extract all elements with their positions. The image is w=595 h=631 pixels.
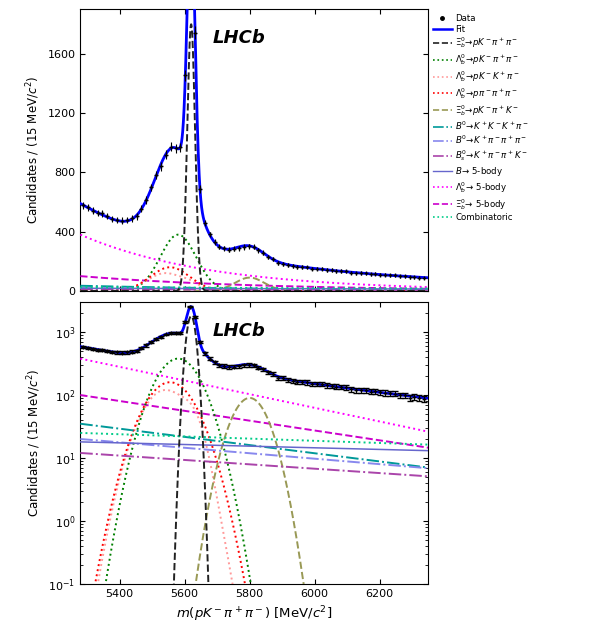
Y-axis label: Candidates / (15 MeV/$c^{2}$): Candidates / (15 MeV/$c^{2}$) [26, 369, 43, 517]
X-axis label: $m(pK^-\pi^+\pi^-)\ \mathrm{[MeV}/c^2\mathrm{]}$: $m(pK^-\pi^+\pi^-)\ \mathrm{[MeV}/c^2\ma… [176, 604, 333, 623]
Text: LHCb: LHCb [212, 29, 265, 47]
Y-axis label: Candidates / (15 MeV/$c^{2}$): Candidates / (15 MeV/$c^{2}$) [24, 76, 42, 225]
Text: LHCb: LHCb [212, 322, 265, 340]
Legend: Data, Fit, $\Xi_b^0\!\to\! pK^-\pi^+\pi^-$, $\Lambda_b^0\!\to\! pK^-\pi^+\pi^-$,: Data, Fit, $\Xi_b^0\!\to\! pK^-\pi^+\pi^… [429, 10, 532, 226]
